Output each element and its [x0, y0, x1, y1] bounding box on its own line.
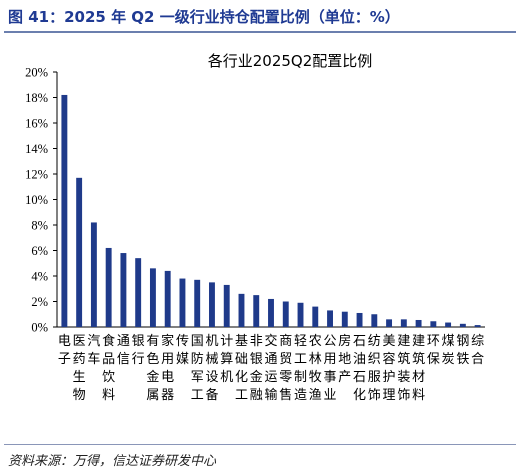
y-axis-tick-label: 20%: [25, 66, 48, 80]
bar-9: [179, 278, 186, 327]
bar-chart: 各行业2025Q2配置比例 0% 2% 4% 6% 8% 10% 12% 14% 16% 18% 2…: [25, 52, 485, 403]
y-axis-tick-label: 2%: [31, 295, 48, 309]
x-axis-tick-label: 传媒: [176, 334, 189, 367]
y-axis-tick-label: 8%: [31, 219, 48, 233]
x-axis-tick-label: 建筑材料: [412, 334, 425, 403]
x-axis-tick-label: 基础化工: [235, 334, 248, 403]
x-axis-tick-label: 银行: [132, 334, 145, 367]
chart-title: 各行业2025Q2配置比例: [208, 52, 373, 70]
bar-1: [61, 94, 68, 327]
bar-17: [297, 302, 304, 327]
bar-3: [90, 222, 97, 327]
bar-2: [76, 177, 83, 327]
x-axis-tick-labels: 电子医药生物汽车食品饮料通信银行有色金属家用电器传媒国防军工机械设备计算机基础化…: [58, 333, 484, 403]
bar-23: [386, 319, 393, 327]
bar-19: [327, 310, 333, 327]
bar-25: [415, 319, 422, 327]
y-axis-tick-label: 12%: [25, 168, 48, 182]
y-axis-tick-label: 6%: [31, 244, 48, 258]
bar-4: [105, 247, 112, 327]
source-divider: [4, 444, 516, 445]
x-axis-tick-label: 计算机: [220, 334, 233, 385]
bar-28: [459, 323, 466, 327]
x-axis-tick-label: 有色金属: [146, 334, 159, 403]
bar-20: [341, 311, 348, 327]
x-axis-tick-label: 建筑装饰: [397, 334, 410, 403]
bar-5: [120, 253, 127, 327]
bar-18: [312, 306, 319, 327]
x-axis-tick-label: 环保: [427, 334, 440, 367]
y-axis-tick-label: 4%: [31, 270, 48, 284]
bar-22: [371, 314, 378, 327]
x-axis-tick-label: 食品饮料: [102, 333, 115, 403]
figure-title: 图 41：2025 年 Q2 一级行业持仓配置比例（单位：%）: [8, 8, 400, 26]
bar-10: [194, 279, 201, 327]
x-axis-tick-label: 机械设备: [205, 334, 218, 403]
bar-13: [238, 293, 245, 327]
bar-15: [268, 298, 274, 327]
x-axis-tick-label: 房地产: [338, 333, 351, 385]
x-axis-tick-label: 医药生物: [73, 334, 86, 403]
y-axis-tick-label: 18%: [25, 91, 48, 105]
x-axis-tick-label: 交通运输: [264, 333, 277, 403]
source-note: 资料来源：万得，信达证券研发中心: [8, 454, 217, 469]
x-axis-tick-label: 通信: [117, 334, 130, 367]
y-axis-tick-label: 10%: [25, 193, 48, 207]
x-axis-tick-label: 电子: [58, 334, 71, 367]
bar-21: [356, 312, 363, 327]
bar-27: [445, 322, 452, 327]
bar-11: [209, 282, 215, 327]
x-axis-tick-label: 纺织服饰: [368, 334, 381, 403]
x-axis-tick-label: 钢铁: [456, 334, 469, 367]
bar-16: [282, 301, 289, 327]
x-axis-tick-label: 汽车: [87, 334, 100, 367]
bar-12: [223, 284, 230, 327]
bar-24: [400, 319, 407, 327]
x-axis-tick-label: 公用事业: [324, 334, 337, 403]
x-axis-tick-label: 美容护理: [383, 334, 396, 403]
x-axis-tick-label: 煤炭: [442, 334, 455, 367]
y-axis-tick-label: 0%: [31, 321, 48, 335]
y-axis-tick-label: 14%: [25, 142, 48, 156]
chart-axes: 0% 2% 4% 6% 8% 10% 12% 14% 16% 18% 20%: [25, 66, 485, 335]
bar-14: [253, 295, 260, 327]
x-axis-tick-label: 石油石化: [353, 334, 366, 403]
x-axis-tick-label: 商贸零售: [279, 334, 292, 403]
x-axis-tick-label: 国防军工: [191, 334, 204, 403]
x-axis-tick-label: 家用电器: [161, 333, 174, 403]
y-axis-tick-label: 16%: [25, 117, 48, 131]
bar-6: [135, 258, 142, 327]
bar-7: [149, 268, 156, 327]
x-axis-tick-label: 非银金融: [250, 334, 263, 403]
bar-29: [474, 325, 481, 327]
bar-26: [430, 321, 437, 327]
x-axis-tick-label: 农林牧渔: [309, 334, 322, 403]
x-axis-tick-label: 综合: [471, 334, 484, 367]
bar-series: [61, 94, 481, 327]
x-axis-tick-label: 轻工制造: [294, 334, 307, 403]
bar-8: [164, 270, 171, 327]
title-divider: [4, 31, 516, 33]
